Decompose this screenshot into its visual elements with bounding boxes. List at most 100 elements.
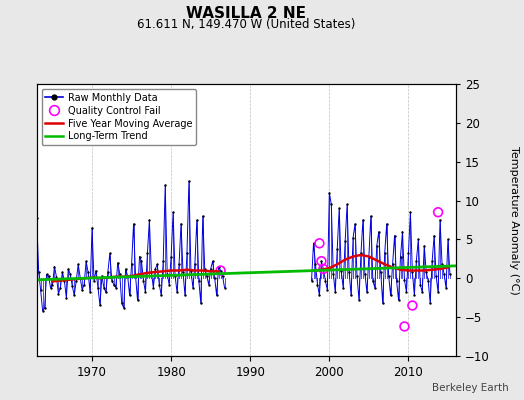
Point xyxy=(92,267,100,274)
Point xyxy=(406,209,414,216)
Point xyxy=(335,205,343,212)
Point xyxy=(62,294,71,301)
Point xyxy=(211,274,219,281)
Point xyxy=(412,258,421,264)
Point xyxy=(94,284,102,291)
Point xyxy=(323,287,332,293)
Point xyxy=(432,273,440,279)
Point xyxy=(327,201,335,208)
Point xyxy=(171,273,179,279)
Point xyxy=(201,266,209,272)
Point xyxy=(183,250,191,257)
Point xyxy=(410,292,419,298)
Point xyxy=(137,258,146,264)
Point xyxy=(359,217,367,223)
Point xyxy=(50,264,59,270)
Point xyxy=(430,232,438,239)
Text: WASILLA 2 NE: WASILLA 2 NE xyxy=(186,6,307,21)
Point xyxy=(317,258,325,264)
Point xyxy=(355,297,363,303)
Point xyxy=(383,221,391,227)
Point xyxy=(42,271,51,278)
Point xyxy=(151,266,159,272)
Point xyxy=(124,273,132,279)
Point xyxy=(209,258,217,264)
Point xyxy=(145,217,154,223)
Point xyxy=(339,284,347,291)
Point xyxy=(54,291,63,297)
Point xyxy=(45,273,53,279)
Point xyxy=(114,260,122,266)
Point xyxy=(163,270,171,277)
Point xyxy=(70,292,79,298)
Point xyxy=(135,253,144,260)
Point xyxy=(308,278,316,284)
Point xyxy=(353,273,361,279)
Point xyxy=(319,266,328,272)
Point xyxy=(149,284,158,291)
Point xyxy=(165,281,173,288)
Point xyxy=(106,250,114,257)
Point xyxy=(396,253,405,260)
Point xyxy=(422,269,430,275)
Point xyxy=(317,258,325,264)
Point xyxy=(129,221,138,227)
Point xyxy=(351,221,359,227)
Point xyxy=(424,278,432,284)
Point xyxy=(442,284,450,291)
Point xyxy=(337,267,345,274)
Point xyxy=(177,221,185,227)
Point xyxy=(110,281,118,288)
Point xyxy=(143,250,151,257)
Point xyxy=(107,278,116,284)
Point xyxy=(440,270,448,277)
Point xyxy=(377,269,385,275)
Point xyxy=(311,261,320,268)
Point xyxy=(66,271,74,278)
Text: Berkeley Earth: Berkeley Earth xyxy=(432,383,508,393)
Point xyxy=(157,292,166,298)
Point xyxy=(115,270,124,277)
Point xyxy=(325,190,333,196)
Point xyxy=(60,278,69,284)
Point xyxy=(385,273,393,279)
Point xyxy=(369,278,377,284)
Point xyxy=(418,289,427,296)
Point xyxy=(117,300,126,306)
Point xyxy=(444,236,452,243)
Point xyxy=(408,269,417,275)
Point xyxy=(333,246,342,252)
Point xyxy=(420,242,429,249)
Point xyxy=(56,284,64,291)
Point xyxy=(386,292,395,298)
Point xyxy=(400,277,409,283)
Point xyxy=(102,289,110,296)
Point xyxy=(438,261,446,268)
Point xyxy=(167,253,176,260)
Point xyxy=(426,300,434,306)
Point xyxy=(349,235,357,241)
Point xyxy=(373,242,381,249)
Point xyxy=(436,217,444,223)
Point xyxy=(206,266,215,272)
Point xyxy=(392,278,401,284)
Point xyxy=(193,217,201,223)
Point xyxy=(112,284,120,291)
Point xyxy=(96,302,104,309)
Point xyxy=(153,261,161,268)
Point xyxy=(408,302,417,309)
Point xyxy=(161,182,169,188)
Point xyxy=(365,253,373,260)
Point xyxy=(122,266,130,272)
Point xyxy=(214,264,223,270)
Text: 61.611 N, 149.470 W (United States): 61.611 N, 149.470 W (United States) xyxy=(137,18,355,31)
Point xyxy=(48,281,57,288)
Point xyxy=(380,250,389,257)
Point xyxy=(58,269,67,275)
Point xyxy=(100,284,108,291)
Point xyxy=(181,292,189,298)
Point xyxy=(139,278,148,284)
Point xyxy=(104,269,112,275)
Point xyxy=(68,283,77,289)
Point xyxy=(216,267,225,274)
